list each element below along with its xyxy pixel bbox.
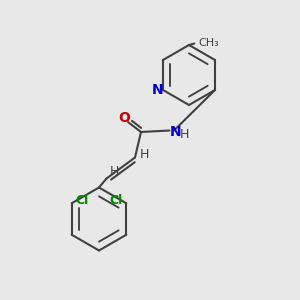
- Text: Cl: Cl: [76, 194, 89, 207]
- Text: N: N: [170, 125, 181, 139]
- Text: O: O: [118, 112, 130, 125]
- Text: H: H: [140, 148, 149, 161]
- Text: H: H: [180, 128, 189, 141]
- Text: Cl: Cl: [109, 194, 122, 207]
- Text: N: N: [152, 83, 164, 97]
- Text: CH₃: CH₃: [199, 38, 219, 48]
- Text: H: H: [110, 165, 120, 178]
